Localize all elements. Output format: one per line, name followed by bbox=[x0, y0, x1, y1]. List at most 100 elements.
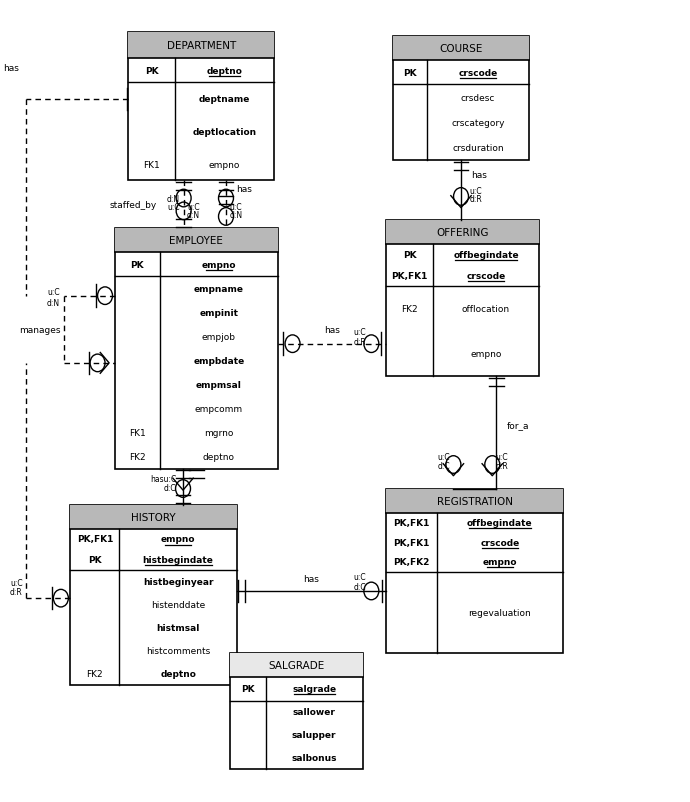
Text: empbdate: empbdate bbox=[193, 357, 244, 366]
Bar bbox=[128, 34, 274, 59]
Text: histenddate: histenddate bbox=[151, 600, 206, 610]
Text: empcomm: empcomm bbox=[195, 404, 243, 414]
Text: PK,FK1: PK,FK1 bbox=[77, 535, 113, 544]
Text: histcomments: histcomments bbox=[146, 646, 210, 655]
Text: has: has bbox=[471, 171, 487, 180]
Bar bbox=[128, 34, 274, 181]
Text: staffed_by: staffed_by bbox=[109, 200, 157, 209]
Text: empname: empname bbox=[194, 285, 244, 294]
Text: d:C: d:C bbox=[164, 484, 176, 492]
Text: d:N: d:N bbox=[187, 210, 200, 219]
Text: PK: PK bbox=[130, 261, 144, 269]
Text: u:C: u:C bbox=[187, 202, 199, 211]
Text: empno: empno bbox=[209, 160, 240, 169]
Text: for_a: for_a bbox=[506, 420, 529, 430]
Text: empno: empno bbox=[201, 261, 236, 269]
Text: deptlocation: deptlocation bbox=[193, 128, 257, 136]
Text: mgrno: mgrno bbox=[204, 428, 234, 437]
Text: empno: empno bbox=[161, 535, 195, 544]
Text: u:C: u:C bbox=[48, 288, 60, 297]
Text: u:C: u:C bbox=[168, 202, 180, 211]
Text: deptno: deptno bbox=[206, 67, 242, 75]
Text: crsduration: crsduration bbox=[452, 144, 504, 153]
Text: has: has bbox=[236, 184, 252, 194]
Bar bbox=[115, 229, 277, 469]
Text: FK2: FK2 bbox=[129, 452, 146, 461]
Bar bbox=[386, 221, 539, 245]
Text: HISTORY: HISTORY bbox=[131, 512, 176, 522]
Text: FK2: FK2 bbox=[87, 669, 104, 678]
Text: PK,FK1: PK,FK1 bbox=[393, 518, 430, 527]
Text: crscode: crscode bbox=[466, 272, 506, 281]
Text: deptname: deptname bbox=[199, 95, 250, 103]
Text: crscategory: crscategory bbox=[451, 119, 505, 128]
Text: sallower: sallower bbox=[293, 707, 335, 716]
Text: OFFERING: OFFERING bbox=[437, 228, 489, 238]
Text: offbegindate: offbegindate bbox=[453, 251, 519, 260]
Text: PK: PK bbox=[403, 69, 417, 78]
Text: PK,FK1: PK,FK1 bbox=[391, 272, 428, 281]
Bar bbox=[230, 653, 362, 768]
Text: deptno: deptno bbox=[160, 669, 196, 678]
Text: SALGRADE: SALGRADE bbox=[268, 660, 324, 670]
Text: empmsal: empmsal bbox=[196, 380, 241, 390]
Text: regevaluation: regevaluation bbox=[469, 608, 531, 617]
Bar bbox=[386, 489, 563, 653]
Text: FK2: FK2 bbox=[402, 305, 418, 314]
Text: offlocation: offlocation bbox=[462, 305, 510, 314]
Text: PK,FK1: PK,FK1 bbox=[393, 538, 430, 547]
Text: d:C: d:C bbox=[437, 461, 450, 470]
Text: empno: empno bbox=[482, 557, 517, 567]
Text: histmsal: histmsal bbox=[157, 623, 200, 632]
Text: salbonus: salbonus bbox=[291, 753, 337, 762]
Text: manages: manages bbox=[19, 326, 60, 334]
Bar bbox=[393, 38, 529, 161]
Text: d:N: d:N bbox=[47, 298, 60, 307]
Text: PK: PK bbox=[145, 67, 158, 75]
Text: d:R: d:R bbox=[353, 338, 366, 346]
Text: FK1: FK1 bbox=[143, 160, 160, 169]
Bar bbox=[393, 38, 529, 61]
Text: d:C: d:C bbox=[353, 582, 366, 591]
Text: u:C: u:C bbox=[229, 203, 242, 212]
Text: d:N: d:N bbox=[167, 194, 180, 203]
Text: u:C: u:C bbox=[10, 578, 23, 587]
Text: PK: PK bbox=[403, 251, 417, 260]
Text: d:R: d:R bbox=[10, 588, 23, 597]
Text: PK,FK2: PK,FK2 bbox=[393, 557, 430, 567]
Text: EMPLOYEE: EMPLOYEE bbox=[169, 236, 223, 246]
Text: empno: empno bbox=[471, 350, 502, 359]
Bar bbox=[70, 505, 237, 529]
Text: d:N: d:N bbox=[229, 211, 242, 220]
Bar bbox=[386, 221, 539, 377]
Bar bbox=[70, 505, 237, 685]
Text: PK: PK bbox=[88, 556, 101, 565]
Text: salupper: salupper bbox=[292, 730, 337, 739]
Text: empinit: empinit bbox=[199, 309, 239, 318]
Text: u:C: u:C bbox=[495, 452, 509, 461]
Text: d:R: d:R bbox=[495, 461, 509, 470]
Text: histbegindate: histbegindate bbox=[143, 556, 214, 565]
Text: histbeginyear: histbeginyear bbox=[143, 577, 213, 586]
Text: offbegindate: offbegindate bbox=[467, 518, 533, 527]
Text: REGISTRATION: REGISTRATION bbox=[437, 496, 513, 506]
Bar bbox=[115, 229, 277, 253]
Text: PK: PK bbox=[241, 684, 255, 693]
Text: FK1: FK1 bbox=[129, 428, 146, 437]
Text: DEPARTMENT: DEPARTMENT bbox=[166, 41, 236, 51]
Text: COURSE: COURSE bbox=[440, 44, 483, 55]
Text: has: has bbox=[324, 326, 340, 334]
Text: empjob: empjob bbox=[202, 333, 236, 342]
Text: hasu:C: hasu:C bbox=[150, 474, 176, 483]
Text: crscode: crscode bbox=[458, 69, 497, 78]
Text: salgrade: salgrade bbox=[292, 684, 336, 693]
Text: d:R: d:R bbox=[469, 195, 482, 204]
Text: u:C: u:C bbox=[353, 573, 366, 581]
Text: deptno: deptno bbox=[203, 452, 235, 461]
Text: has: has bbox=[3, 63, 19, 72]
Bar bbox=[386, 489, 563, 513]
Text: u:C: u:C bbox=[437, 452, 450, 461]
Bar bbox=[230, 653, 362, 677]
Text: u:C: u:C bbox=[353, 328, 366, 337]
Text: u:C: u:C bbox=[469, 186, 482, 196]
